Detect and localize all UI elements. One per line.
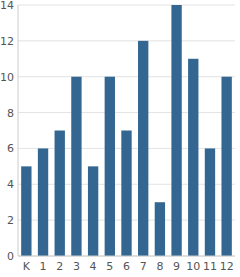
bar <box>88 166 98 256</box>
grid-line <box>18 40 235 41</box>
bar <box>138 41 148 256</box>
bar <box>105 77 115 256</box>
x-tick-label: 8 <box>156 260 163 273</box>
x-tick-label: 4 <box>90 260 97 273</box>
grid-line <box>18 256 235 257</box>
bar <box>155 202 165 256</box>
bars <box>21 5 232 256</box>
grid-line <box>18 76 235 77</box>
x-tick-label: 12 <box>220 260 234 273</box>
x-tick-label: 10 <box>186 260 200 273</box>
y-tick-label: 4 <box>7 178 14 191</box>
x-tick-label: 7 <box>140 260 147 273</box>
y-axis <box>18 5 19 256</box>
x-tick-label: 5 <box>106 260 113 273</box>
bar <box>21 166 31 256</box>
x-tick-label: 3 <box>73 260 80 273</box>
y-tick-label: 10 <box>0 71 14 84</box>
y-tick-label: 2 <box>7 214 14 227</box>
bar <box>188 59 198 256</box>
bar <box>205 148 215 256</box>
bar <box>38 148 48 256</box>
grid-line <box>18 5 235 6</box>
x-tick-label: 9 <box>173 260 180 273</box>
bar <box>221 77 231 256</box>
x-tick-label: K <box>23 260 31 273</box>
bar <box>171 5 181 256</box>
bar <box>71 77 81 256</box>
grid-line <box>18 112 235 113</box>
x-tick-label: 11 <box>203 260 217 273</box>
x-tick-label: 1 <box>40 260 47 273</box>
y-tick-label: 14 <box>0 0 14 12</box>
y-tick-label: 0 <box>7 250 14 263</box>
y-tick-label: 6 <box>7 142 14 155</box>
bar <box>55 131 65 257</box>
y-tick-label: 12 <box>0 35 14 48</box>
x-axis <box>18 256 235 257</box>
x-tick-label: 2 <box>56 260 63 273</box>
x-tick-label: 6 <box>123 260 130 273</box>
bar <box>121 131 131 257</box>
chart: 02468101214K123456789101112 <box>0 0 240 277</box>
y-tick-label: 8 <box>7 107 14 120</box>
